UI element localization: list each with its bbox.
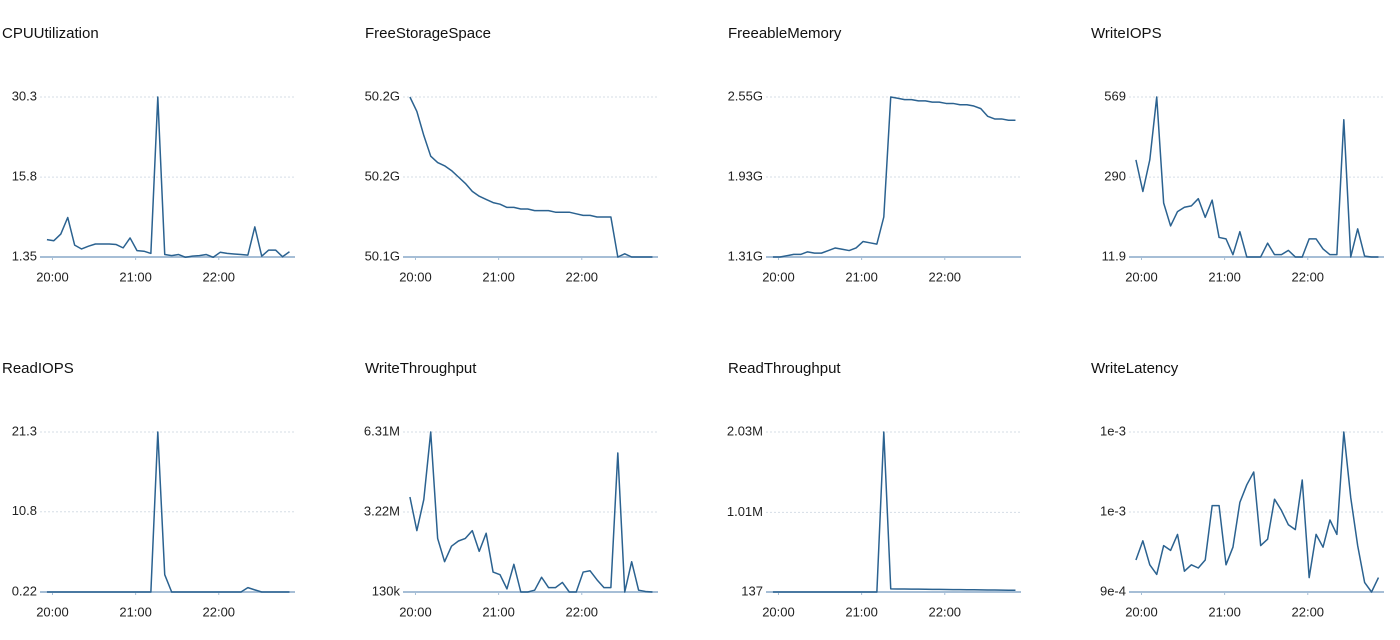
x-tick-label: 22:00 [929,269,962,284]
y-tick-label: 2.55G [728,88,763,103]
x-tick-label: 22:00 [1292,604,1325,619]
y-tick-label: 130k [372,583,401,598]
y-tick-label: 30.3 [12,88,37,103]
data-line [1135,96,1379,258]
data-line [772,96,1016,258]
x-tick-label: 21:00 [1208,604,1241,619]
y-tick-label: 3.22M [364,503,400,518]
y-tick-label: 50.1G [365,248,400,263]
chart-title: FreeStorageSpace [365,25,491,42]
y-tick-label: 2.03M [727,423,763,438]
y-tick-label: 1e-3 [1100,423,1126,438]
x-tick-label: 20:00 [762,269,795,284]
y-tick-label: 569 [1104,88,1126,103]
chart-title: WriteThroughput [365,360,477,377]
data-line [409,96,653,258]
y-tick-label: 15.8 [12,169,37,184]
x-tick-label: 21:00 [845,604,878,619]
x-tick-label: 20:00 [36,604,69,619]
y-tick-label: 9e-4 [1100,583,1126,598]
x-tick-label: 22:00 [566,269,599,284]
data-line [46,431,290,593]
x-tick-label: 20:00 [36,269,69,284]
y-tick-label: 6.31M [364,423,400,438]
x-tick-label: 21:00 [482,604,515,619]
y-tick-label: 1.31G [728,248,763,263]
x-tick-label: 21:00 [119,604,152,619]
x-tick-label: 22:00 [1292,269,1325,284]
chart-title: WriteIOPS [1091,25,1162,42]
y-tick-label: 1.35 [12,248,37,263]
data-line [1135,431,1380,593]
chart-title: ReadIOPS [2,360,74,377]
y-tick-label: 50.2G [365,88,400,103]
y-tick-label: 1.93G [728,168,763,183]
x-tick-label: 20:00 [762,604,795,619]
y-tick-label: 50.2G [365,168,400,183]
data-line [772,431,1016,593]
x-tick-label: 20:00 [399,604,432,619]
x-tick-label: 22:00 [929,604,962,619]
y-tick-label: 137 [741,583,763,598]
x-tick-label: 21:00 [1208,269,1241,284]
x-tick-label: 21:00 [482,269,515,284]
y-tick-label: 11.9 [1102,248,1126,263]
x-tick-label: 20:00 [1125,269,1158,284]
y-tick-label: 1.01M [727,504,763,519]
y-tick-label: 10.8 [12,503,37,518]
data-line [46,96,290,259]
chart-title: WriteLatency [1091,360,1179,377]
x-tick-label: 20:00 [399,269,432,284]
x-tick-label: 22:00 [566,604,599,619]
x-tick-label: 22:00 [203,269,236,284]
x-tick-label: 21:00 [845,269,878,284]
x-tick-label: 21:00 [119,269,152,284]
x-tick-label: 20:00 [1125,604,1158,619]
y-tick-label: 290 [1104,169,1126,184]
data-line [409,431,653,593]
chart-title: FreeableMemory [728,25,842,42]
chart-title: ReadThroughput [728,360,841,377]
y-tick-label: 21.3 [12,423,37,438]
x-tick-label: 22:00 [203,604,236,619]
y-tick-label: 1e-3 [1100,503,1126,518]
chart-title: CPUUtilization [2,25,99,42]
y-tick-label: 0.22 [12,583,37,598]
